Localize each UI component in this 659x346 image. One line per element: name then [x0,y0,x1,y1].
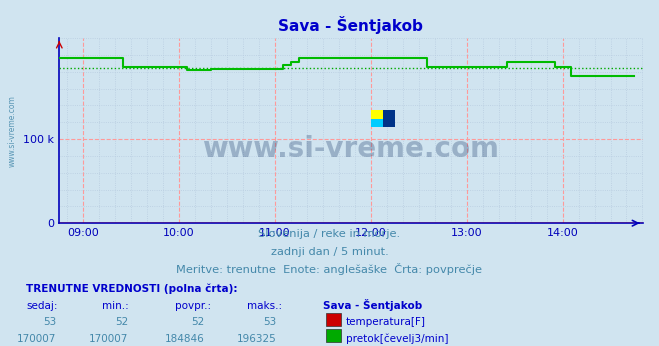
Text: Slovenija / reke in morje.: Slovenija / reke in morje. [258,229,401,239]
Text: 196325: 196325 [237,334,277,344]
Text: sedaj:: sedaj: [26,301,58,311]
Text: 170007: 170007 [89,334,129,344]
Text: pretok[čevelj3/min]: pretok[čevelj3/min] [346,333,449,344]
Text: zadnji dan / 5 minut.: zadnji dan / 5 minut. [271,247,388,257]
Bar [371,119,383,127]
Text: 52: 52 [191,317,204,327]
Text: 53: 53 [43,317,56,327]
Text: www.si-vreme.com: www.si-vreme.com [8,95,17,167]
Text: www.si-vreme.com: www.si-vreme.com [202,135,500,163]
Text: 52: 52 [115,317,129,327]
Text: 53: 53 [264,317,277,327]
Text: povpr.:: povpr.: [175,301,211,311]
Text: temperatura[F]: temperatura[F] [346,317,426,327]
Text: Meritve: trenutne  Enote: anglešaške  Črta: povprečje: Meritve: trenutne Enote: anglešaške Črta… [177,263,482,275]
Title: Sava - Šentjakob: Sava - Šentjakob [279,16,423,34]
Text: Sava - Šentjakob: Sava - Šentjakob [323,299,422,311]
Bar [383,110,395,127]
Text: min.:: min.: [102,301,129,311]
Text: 170007: 170007 [16,334,56,344]
Text: TRENUTNE VREDNOSTI (polna črta):: TRENUTNE VREDNOSTI (polna črta): [26,284,238,294]
Text: maks.:: maks.: [247,301,282,311]
Text: 184846: 184846 [165,334,204,344]
Bar [371,110,383,119]
